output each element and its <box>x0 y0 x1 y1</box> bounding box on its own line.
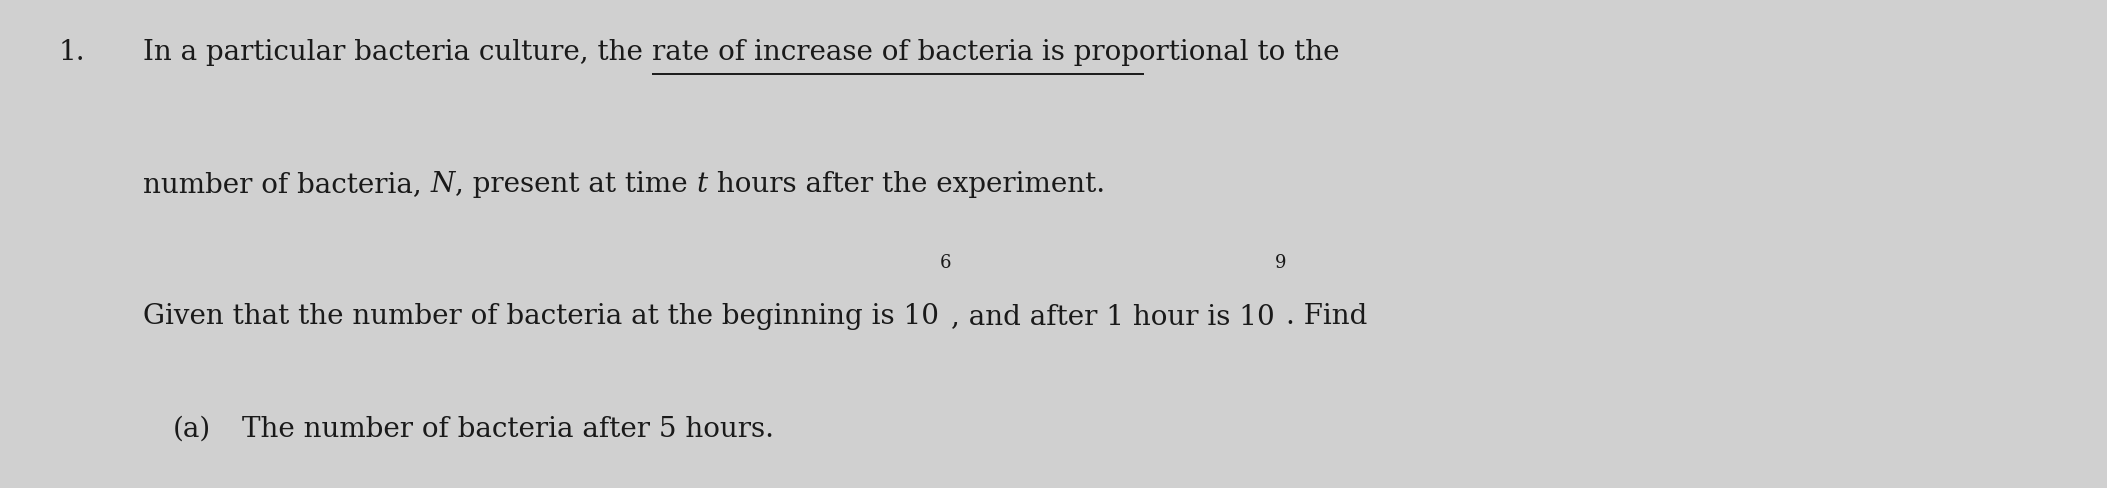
Text: , and after 1 hour is 10: , and after 1 hour is 10 <box>950 303 1275 329</box>
Text: rate of increase of bacteria: rate of increase of bacteria <box>651 39 1032 66</box>
Text: t: t <box>697 171 708 198</box>
Text: 1.: 1. <box>59 39 86 66</box>
Text: (a): (a) <box>173 415 211 442</box>
Text: 6: 6 <box>940 254 950 272</box>
Text: is proportional to the: is proportional to the <box>1032 39 1340 66</box>
Text: 9: 9 <box>1275 254 1285 272</box>
Text: In a particular bacteria culture, the: In a particular bacteria culture, the <box>143 39 651 66</box>
Text: hours after the experiment.: hours after the experiment. <box>708 171 1104 198</box>
Text: , present at time: , present at time <box>455 171 697 198</box>
Text: . Find: . Find <box>1285 303 1367 329</box>
Text: Given that the number of bacteria at the beginning is 10: Given that the number of bacteria at the… <box>143 303 940 329</box>
Text: The number of bacteria after 5 hours.: The number of bacteria after 5 hours. <box>242 415 773 442</box>
Text: N: N <box>432 171 455 198</box>
Text: number of bacteria,: number of bacteria, <box>143 171 432 198</box>
